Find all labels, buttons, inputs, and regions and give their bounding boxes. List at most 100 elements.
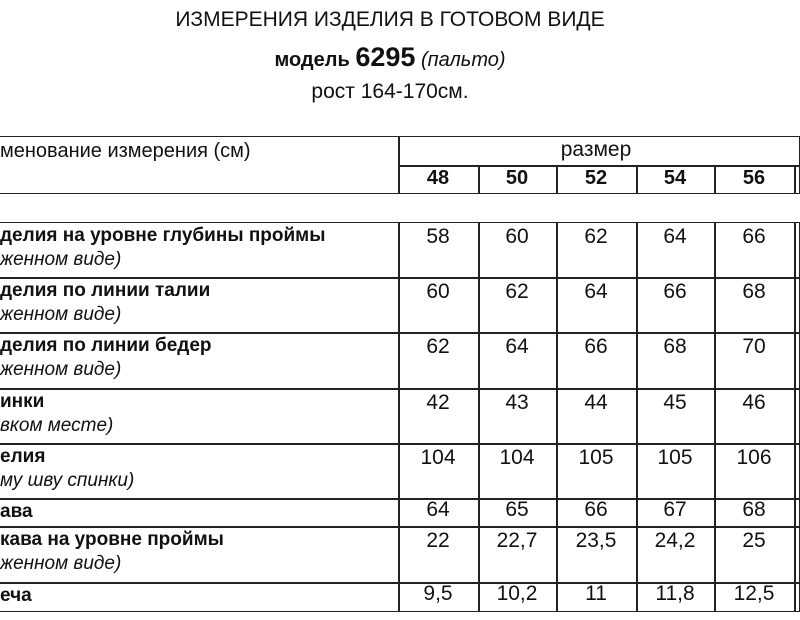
value-cell: [556, 498, 638, 528]
size-cell: [398, 165, 480, 194]
value-cell: [794, 498, 800, 528]
value-cell: [478, 388, 558, 445]
value-cell: [556, 443, 638, 500]
value-cell: [636, 498, 716, 528]
value-cell: [714, 443, 796, 500]
measurement-value: 70: [742, 335, 766, 358]
value-cell: [478, 277, 558, 334]
measurement-note: женном виде): [0, 249, 122, 270]
value-cell: [636, 222, 716, 279]
measurement-value: 104: [420, 446, 456, 469]
measurement-value: 22,7: [496, 529, 538, 552]
value-cell: [556, 526, 638, 584]
value-cell: [478, 498, 558, 528]
value-cell: [794, 222, 800, 279]
value-cell: [636, 582, 716, 612]
measurement-value: 43: [505, 391, 529, 414]
value-cell: [398, 582, 480, 612]
measurement-value: 11,8: [655, 582, 695, 605]
measurement-name: инки: [0, 391, 45, 412]
row-label-cell: [0, 526, 400, 584]
value-cell: [794, 332, 800, 390]
size-cell: [556, 165, 638, 194]
value-cell: [398, 332, 480, 390]
height-range: рост 164-170см.: [311, 80, 469, 103]
value-cell: [794, 526, 800, 584]
value-cell: [714, 582, 796, 612]
measurement-name: делия по линии талии: [0, 280, 211, 301]
measurement-value: 106: [736, 446, 772, 469]
row-label-cell: [0, 332, 400, 390]
size-54: 54: [663, 167, 687, 189]
value-cell: [556, 222, 638, 279]
model-line: модель 6295 (пальто): [0, 42, 780, 73]
value-cell: [794, 582, 800, 612]
measurement-name: еча: [0, 585, 32, 606]
row-label: инки вком месте): [0, 390, 396, 445]
value-cell: [478, 222, 558, 279]
measurement-note: женном виде): [0, 304, 122, 325]
measurement-value: 105: [578, 446, 614, 469]
row-label: кава на уровне проймы женном виде): [0, 528, 396, 584]
measurement-value: 64: [505, 335, 529, 358]
measurement-note: женном виде): [0, 359, 122, 380]
value-cell: [794, 443, 800, 500]
value-cell: [714, 526, 796, 584]
size-50: 50: [505, 167, 529, 189]
value-cell: [714, 277, 796, 334]
value-cell: [636, 277, 716, 334]
measurement-value: 45: [663, 391, 687, 414]
value-cell: [398, 222, 480, 279]
row-label-cell: [0, 222, 400, 279]
value-cell: [398, 498, 480, 528]
measurement-value: 64: [584, 280, 608, 303]
size-cell: [636, 165, 716, 194]
measurement-value: 64: [663, 225, 687, 248]
model-number: 6295: [355, 42, 416, 72]
measurement-value: 12,5: [733, 582, 775, 605]
measurement-value: 44: [584, 391, 608, 414]
measurement-value: 104: [499, 446, 535, 469]
value-cell: [478, 443, 558, 500]
measurement-value: 68: [742, 498, 766, 521]
value-cell: [794, 277, 800, 334]
measurement-value: 60: [505, 225, 529, 248]
measurement-note: вком месте): [0, 415, 114, 436]
value-cell: [478, 582, 558, 612]
measurement-value: 22: [426, 529, 450, 552]
size-52: 52: [584, 167, 608, 189]
measurement-value: 68: [742, 280, 766, 303]
value-cell: [714, 498, 796, 528]
measurement-value: 66: [663, 280, 687, 303]
row-label: делия на уровне глубины проймы женном вид…: [0, 224, 396, 279]
measurement-name: делия по линии бедер: [0, 335, 212, 356]
value-cell: [636, 332, 716, 390]
row-label: еча: [0, 584, 396, 612]
measurement-name: елия: [0, 446, 46, 467]
measurement-name: ава: [0, 501, 33, 522]
row-label-cell: [0, 277, 400, 334]
measurement-note: му шву спинки): [0, 470, 135, 491]
measurement-value: 66: [742, 225, 766, 248]
size-header: размер: [560, 138, 632, 161]
value-cell: [556, 332, 638, 390]
size-48: 48: [426, 167, 450, 189]
measurement-value: 10,2: [496, 582, 538, 605]
model-label: модель: [274, 49, 350, 71]
measurement-note: женном виде): [0, 553, 122, 574]
measurement-value: 46: [742, 391, 766, 414]
value-cell: [398, 277, 480, 334]
value-cell: [636, 526, 716, 584]
measurement-value: 62: [584, 225, 608, 248]
measurement-value: 62: [426, 335, 450, 358]
measurement-value: 62: [505, 280, 529, 303]
value-cell: [636, 388, 716, 445]
value-cell: [478, 332, 558, 390]
measurement-value: 9,5: [423, 582, 453, 605]
measurement-value: 67: [663, 498, 687, 521]
measurement-value: 68: [663, 335, 687, 358]
measurement-value: 58: [426, 225, 450, 248]
row-label-cell: [0, 582, 400, 612]
row-label: делия по линии бедер женном виде): [0, 334, 396, 390]
